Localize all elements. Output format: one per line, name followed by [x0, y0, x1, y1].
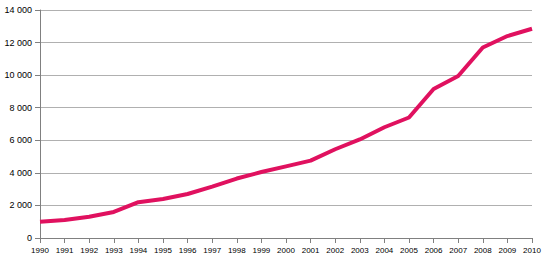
- svg-text:8 000: 8 000: [9, 103, 32, 113]
- svg-text:1995: 1995: [154, 246, 172, 255]
- svg-text:14 000: 14 000: [4, 5, 32, 15]
- svg-text:1996: 1996: [179, 246, 197, 255]
- svg-text:2002: 2002: [326, 246, 344, 255]
- svg-text:2004: 2004: [376, 246, 394, 255]
- svg-text:2001: 2001: [302, 246, 320, 255]
- svg-text:2007: 2007: [449, 246, 467, 255]
- svg-text:10 000: 10 000: [4, 70, 32, 80]
- svg-text:6 000: 6 000: [9, 135, 32, 145]
- svg-text:2008: 2008: [474, 246, 492, 255]
- svg-text:2010: 2010: [523, 246, 541, 255]
- svg-text:1999: 1999: [253, 246, 271, 255]
- svg-text:2000: 2000: [277, 246, 295, 255]
- svg-text:0: 0: [27, 233, 32, 243]
- svg-text:4 000: 4 000: [9, 168, 32, 178]
- svg-text:1991: 1991: [56, 246, 74, 255]
- svg-text:2003: 2003: [351, 246, 369, 255]
- svg-text:2 000: 2 000: [9, 200, 32, 210]
- svg-text:12 000: 12 000: [4, 38, 32, 48]
- svg-text:1992: 1992: [80, 246, 98, 255]
- svg-text:2006: 2006: [425, 246, 443, 255]
- svg-text:1990: 1990: [31, 246, 49, 255]
- svg-text:1997: 1997: [203, 246, 221, 255]
- svg-text:1993: 1993: [105, 246, 123, 255]
- svg-text:2009: 2009: [499, 246, 517, 255]
- svg-text:1998: 1998: [228, 246, 246, 255]
- svg-text:2005: 2005: [400, 246, 418, 255]
- svg-text:1994: 1994: [130, 246, 148, 255]
